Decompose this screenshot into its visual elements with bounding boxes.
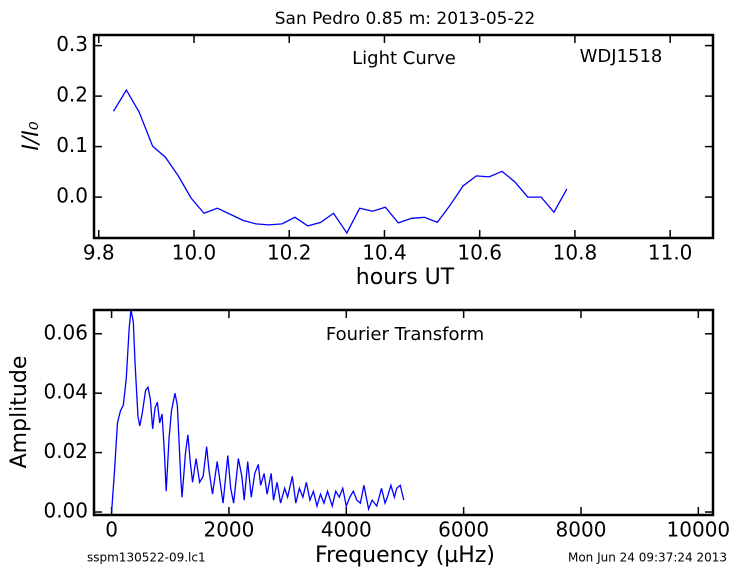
figure-title: San Pedro 0.85 m: 2013-05-22 <box>275 9 535 29</box>
axes-frame <box>92 33 715 240</box>
data-line <box>110 309 405 513</box>
x-tick-label: 11.0 <box>648 241 693 265</box>
y-tick-label: 0.3 <box>56 32 88 56</box>
x-tick-label: 4000 <box>321 518 372 542</box>
x-tick-label: 10.8 <box>553 241 598 265</box>
y-tick-label: 0.02 <box>43 439 88 463</box>
x-tick-label: 10.6 <box>457 241 502 265</box>
axes-frame <box>92 308 715 517</box>
y-tick-label: 0.04 <box>43 380 88 404</box>
x-axis-label: hours UT <box>356 265 455 290</box>
x-tick-label: 10000 <box>667 518 731 542</box>
x-tick-label: 0 <box>105 518 118 542</box>
annotation: Light Curve <box>352 48 456 69</box>
y-axis-label: I/I₀ <box>19 121 44 150</box>
y-tick-label: 0.1 <box>56 133 88 157</box>
x-tick-label: 6000 <box>438 518 489 542</box>
x-tick-label: 8000 <box>556 518 607 542</box>
y-axis-label: Amplitude <box>7 356 32 469</box>
y-tick-label: 0.0 <box>56 184 88 208</box>
x-tick-label: 10.4 <box>362 241 407 265</box>
y-tick-label: 0.06 <box>43 320 88 344</box>
footnote: sspm130522-09.lc1 <box>87 551 206 565</box>
x-tick-label: 10.2 <box>267 241 312 265</box>
annotation: WDJ1518 <box>580 46 663 67</box>
footnote: Mon Jun 24 09:37:24 2013 <box>568 551 727 565</box>
data-line <box>112 88 568 235</box>
x-tick-label: 10.0 <box>172 241 217 265</box>
y-tick-label: 0.2 <box>56 83 88 107</box>
annotation: Fourier Transform <box>326 324 484 345</box>
y-tick-label: 0.00 <box>43 499 88 523</box>
x-tick-label: 9.8 <box>83 241 115 265</box>
x-tick-label: 2000 <box>203 518 254 542</box>
x-axis-label: Frequency (µHz) <box>315 543 495 568</box>
